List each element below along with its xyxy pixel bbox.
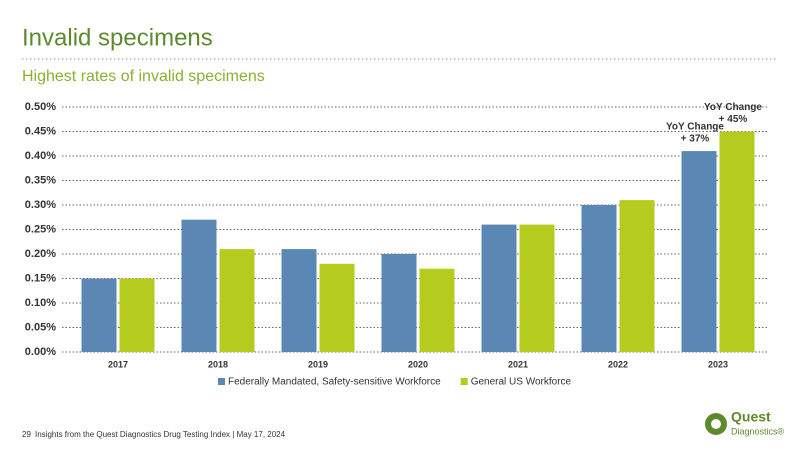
logo: Quest Diagnostics® <box>705 409 785 436</box>
bar <box>381 254 417 352</box>
bar <box>219 249 255 352</box>
logo-sub: Diagnostics® <box>731 426 785 436</box>
legend-swatch <box>218 378 225 385</box>
annotation: + 45% <box>719 114 748 125</box>
annotation: YoY Change <box>666 122 724 133</box>
logo-mark-inner <box>711 419 721 429</box>
logo-name: Quest <box>731 409 771 425</box>
page-title: Invalid specimens <box>22 24 213 51</box>
y-tick-label: 0.25% <box>25 223 56 235</box>
bar <box>419 268 455 352</box>
y-tick-label: 0.50% <box>25 101 56 113</box>
bar <box>281 249 317 352</box>
x-tick-label: 2022 <box>608 359 628 369</box>
bar <box>81 278 117 352</box>
legend-label: General US Workforce <box>471 377 572 388</box>
bar <box>319 263 355 352</box>
y-tick-label: 0.45% <box>25 125 56 137</box>
y-tick-label: 0.05% <box>25 321 56 333</box>
bar <box>581 205 617 352</box>
page-number: 29 <box>22 430 31 439</box>
y-tick-label: 0.30% <box>25 199 56 211</box>
x-tick-label: 2018 <box>208 359 228 369</box>
subtitle: Highest rates of invalid specimens <box>22 68 265 85</box>
y-tick-label: 0.20% <box>25 248 56 260</box>
y-tick-label: 0.15% <box>25 272 56 284</box>
footer-text: Insights from the Quest Diagnostics Drug… <box>35 430 286 439</box>
bar <box>681 151 717 352</box>
bar <box>719 131 755 352</box>
x-tick-label: 2019 <box>308 359 328 369</box>
x-tick-label: 2017 <box>108 359 128 369</box>
y-tick-label: 0.40% <box>25 150 56 162</box>
annotation: YoY Change <box>704 102 762 113</box>
y-tick-label: 0.00% <box>25 346 56 358</box>
y-tick-label: 0.35% <box>25 174 56 186</box>
legend-swatch <box>460 378 468 385</box>
bar <box>119 278 155 352</box>
x-tick-label: 2023 <box>708 359 728 369</box>
x-tick-label: 2020 <box>408 359 428 369</box>
annotation: + 37% <box>681 134 710 145</box>
bar <box>181 219 217 352</box>
legend-label: Federally Mandated, Safety-sensitive Wor… <box>228 377 441 388</box>
bar <box>481 224 517 352</box>
bar <box>519 224 555 352</box>
y-tick-label: 0.10% <box>25 297 56 309</box>
bar <box>619 200 655 352</box>
x-tick-label: 2021 <box>508 359 528 369</box>
